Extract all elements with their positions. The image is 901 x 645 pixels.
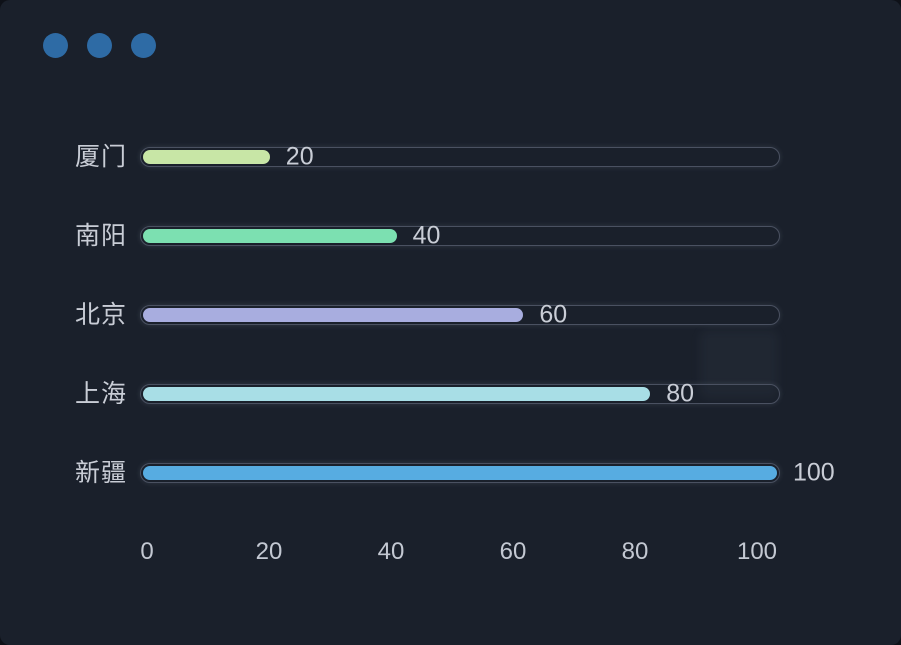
bar-row: 上海 80 — [0, 379, 901, 409]
value-label: 40 — [412, 221, 441, 250]
window-titlebar — [43, 33, 156, 58]
window-dot-2[interactable] — [87, 33, 112, 58]
bar-track-inner: 40 — [143, 222, 777, 250]
bar-fill[interactable] — [143, 150, 270, 164]
value-label: 20 — [285, 142, 314, 171]
x-axis-tick: 40 — [377, 538, 405, 565]
category-label: 南阳 — [74, 222, 127, 250]
window-dot-3[interactable] — [131, 33, 156, 58]
bar-track: 80 — [140, 380, 780, 408]
bar-row: 南阳 40 — [0, 221, 901, 251]
bar-track: 20 — [140, 143, 780, 171]
bar-row: 厦门 20 — [0, 142, 901, 172]
bar-row: 北京 60 — [0, 300, 901, 330]
x-axis-tick: 80 — [621, 538, 649, 565]
bar-fill[interactable] — [143, 229, 397, 243]
bar-track-inner: 100 — [143, 459, 835, 487]
bar-fill[interactable] — [143, 466, 777, 480]
bar-fill[interactable] — [143, 387, 651, 401]
bar-track: 60 — [140, 301, 780, 329]
category-label: 上海 — [74, 380, 127, 408]
value-label: 80 — [666, 379, 694, 408]
bar-track-inner: 80 — [143, 380, 777, 408]
value-label: 60 — [539, 300, 568, 329]
bar-track: 100 — [140, 459, 835, 487]
bar-track: 40 — [140, 222, 780, 250]
x-axis-tick: 0 — [140, 538, 154, 565]
category-label: 北京 — [74, 301, 127, 329]
window-dot-1[interactable] — [43, 33, 68, 58]
x-axis-tick: 60 — [499, 538, 527, 565]
x-axis-tick: 20 — [255, 538, 283, 565]
bar-fill[interactable] — [143, 308, 524, 322]
category-label: 厦门 — [74, 143, 127, 171]
bar-row: 新疆 100 — [0, 458, 901, 488]
x-axis-tick: 100 — [736, 538, 778, 565]
highlight-artifact — [700, 330, 778, 398]
bar-track-inner: 20 — [143, 143, 777, 171]
value-label: 100 — [793, 458, 835, 487]
category-label: 新疆 — [74, 459, 127, 487]
bar-track-inner: 60 — [143, 301, 777, 329]
